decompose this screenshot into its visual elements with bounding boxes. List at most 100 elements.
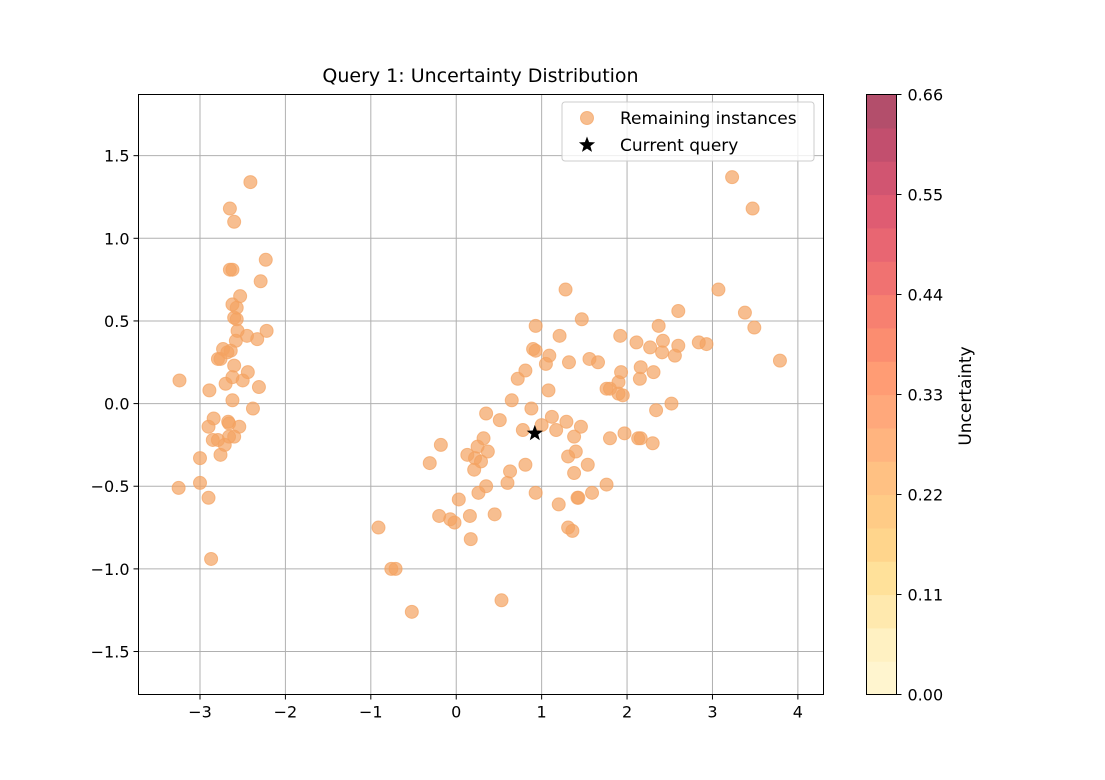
data-point — [632, 371, 647, 386]
data-point — [172, 373, 187, 388]
data-point — [206, 411, 221, 426]
data-point — [227, 214, 242, 229]
x-tick-label: 3 — [707, 703, 717, 722]
data-point — [227, 358, 242, 373]
data-point — [245, 401, 260, 416]
colorbar-band — [866, 427, 897, 462]
data-point — [573, 419, 588, 434]
data-point — [549, 423, 564, 438]
data-point — [192, 475, 207, 490]
y-tick-label: 1.5 — [104, 147, 129, 166]
data-point — [463, 532, 478, 547]
data-point — [541, 383, 556, 398]
data-point — [737, 305, 752, 320]
data-point — [528, 343, 543, 358]
data-point — [558, 282, 573, 297]
y-tick-label: 0.5 — [104, 312, 129, 331]
data-point — [528, 318, 543, 333]
x-tick-label: 0 — [451, 703, 461, 722]
data-point — [655, 345, 670, 360]
x-tick-label: −3 — [188, 703, 212, 722]
data-point — [645, 436, 660, 451]
data-point — [551, 497, 566, 512]
data-point — [528, 485, 543, 500]
data-point — [171, 480, 186, 495]
colorbar-band — [866, 127, 897, 162]
data-point — [580, 457, 595, 472]
data-point — [614, 365, 629, 380]
data-point — [225, 262, 240, 277]
data-point — [233, 289, 248, 304]
data-point — [643, 340, 658, 355]
axes-frame — [138, 94, 824, 695]
colorbar-band — [866, 94, 897, 129]
y-tick-label: 1.0 — [104, 229, 129, 248]
current-query-marker — [526, 424, 543, 441]
data-point — [222, 416, 237, 431]
colorbar-tick-label: 0.11 — [908, 586, 944, 605]
data-point — [772, 353, 787, 368]
data-point — [253, 274, 268, 289]
x-tick-label: 1 — [537, 703, 547, 722]
colorbar-band — [866, 594, 897, 629]
colorbar-band — [866, 494, 897, 529]
data-point — [664, 396, 679, 411]
data-point — [371, 520, 386, 535]
colorbar-tick-label: 0.55 — [908, 186, 944, 205]
data-point — [747, 320, 762, 335]
colorbar-band — [866, 527, 897, 562]
data-point — [544, 409, 559, 424]
colorbar-tick-label: 0.22 — [908, 486, 944, 505]
data-point — [567, 466, 582, 481]
data-point — [542, 348, 557, 363]
data-point — [229, 312, 244, 327]
data-point — [258, 252, 273, 267]
data-point — [487, 507, 502, 522]
data-point — [447, 515, 462, 530]
data-point — [651, 318, 666, 333]
data-point — [503, 464, 518, 479]
colorbar-tick-label: 0.44 — [908, 286, 944, 305]
data-point — [574, 312, 589, 327]
data-point — [524, 401, 539, 416]
data-point — [259, 323, 274, 338]
colorbar-label: Uncertainty — [956, 346, 976, 445]
data-point — [225, 393, 240, 408]
colorbar-band — [866, 261, 897, 296]
colorbar-band — [866, 227, 897, 262]
data-point — [474, 454, 488, 469]
data-point — [251, 380, 266, 395]
x-axis-ticks: −3 −2 −1 0 1 2 3 4 — [188, 694, 803, 722]
data-point — [559, 414, 574, 429]
data-point — [222, 201, 237, 216]
data-point — [552, 328, 567, 343]
data-point — [476, 431, 491, 446]
data-point — [585, 485, 600, 500]
data-point — [613, 328, 628, 343]
data-point — [561, 355, 576, 370]
colorbar-ticks: 0.00 0.11 0.22 0.33 0.44 0.55 0.66 — [896, 86, 944, 705]
data-point — [711, 282, 726, 297]
data-point — [725, 170, 740, 185]
legend-label-current-query: Current query — [620, 136, 738, 156]
data-point — [615, 388, 630, 403]
chart-title: Query 1: Uncertainty Distribution — [322, 65, 638, 87]
data-point — [243, 175, 258, 190]
data-points — [171, 170, 787, 619]
data-point — [655, 333, 670, 348]
colorbar-band — [866, 327, 897, 362]
colorbar-band — [866, 294, 897, 329]
y-tick-label: −1.5 — [91, 643, 130, 662]
y-tick-label: 0.0 — [104, 395, 129, 414]
x-tick-label: −2 — [274, 703, 298, 722]
data-point — [492, 413, 507, 428]
legend: Remaining instances Current query — [561, 101, 815, 162]
data-point — [192, 451, 207, 466]
data-point — [202, 383, 217, 398]
data-point — [515, 423, 530, 438]
colorbar-band — [866, 161, 897, 196]
data-point — [699, 337, 714, 352]
legend-box — [561, 101, 815, 162]
colorbar-band — [866, 361, 897, 396]
